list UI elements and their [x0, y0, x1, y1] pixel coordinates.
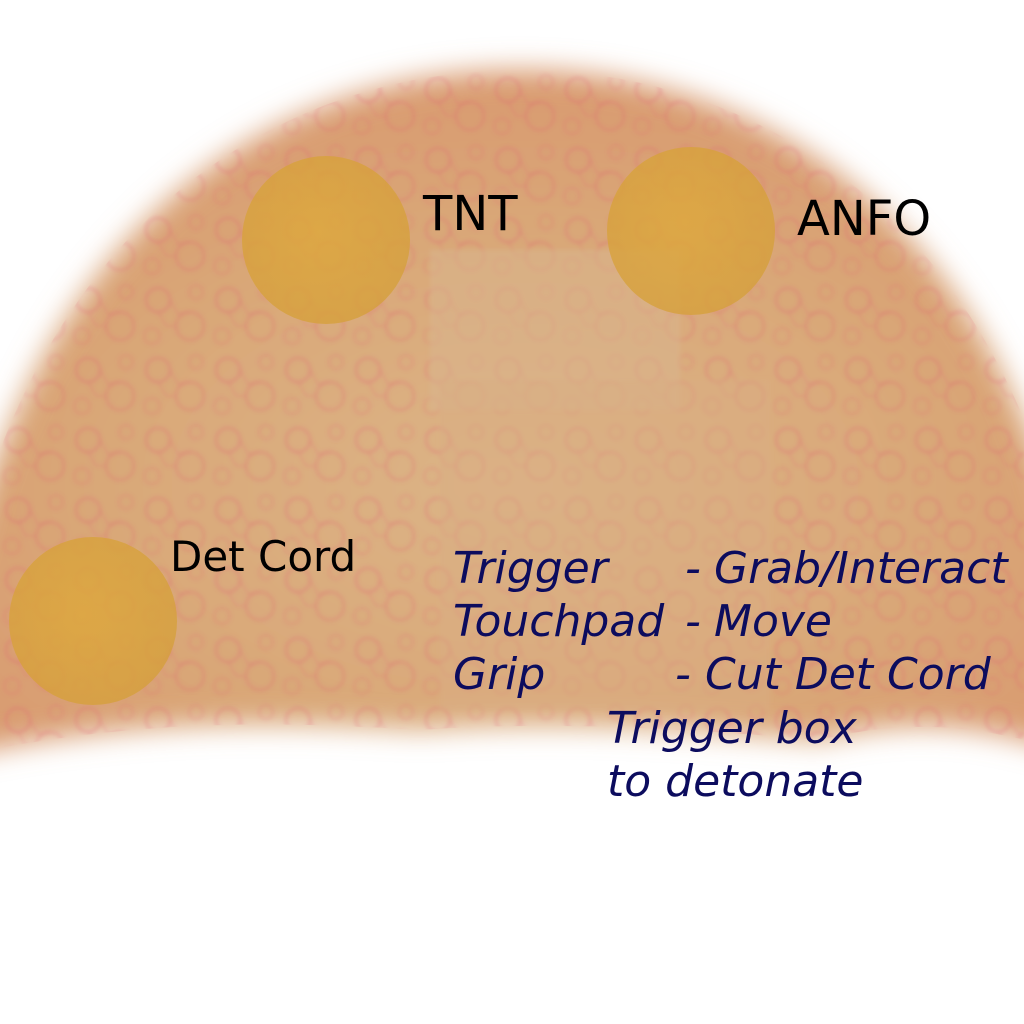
control-separator: -	[685, 596, 701, 647]
control-key-touchpad: Touchpad	[453, 596, 665, 647]
anfo-label: ANFO	[797, 191, 932, 247]
det-cord-label: Det Cord	[170, 532, 357, 581]
detonate-hint-line-2: to detonate	[607, 756, 864, 807]
tnt-slot[interactable]	[242, 156, 410, 324]
det-cord-slot[interactable]	[9, 537, 177, 705]
tnt-label: TNT	[423, 186, 518, 242]
control-action-touchpad: Move	[714, 596, 832, 647]
control-action-grip: Cut Det Cord	[705, 649, 991, 700]
control-separator: -	[675, 649, 691, 700]
detonate-hint-line-1: Trigger box	[607, 703, 857, 754]
anfo-slot[interactable]	[607, 147, 775, 315]
control-key-grip: Grip	[453, 649, 546, 700]
control-key-trigger: Trigger	[453, 543, 608, 594]
control-action-trigger: Grab/Interact	[714, 543, 1008, 594]
control-separator: -	[685, 543, 701, 594]
